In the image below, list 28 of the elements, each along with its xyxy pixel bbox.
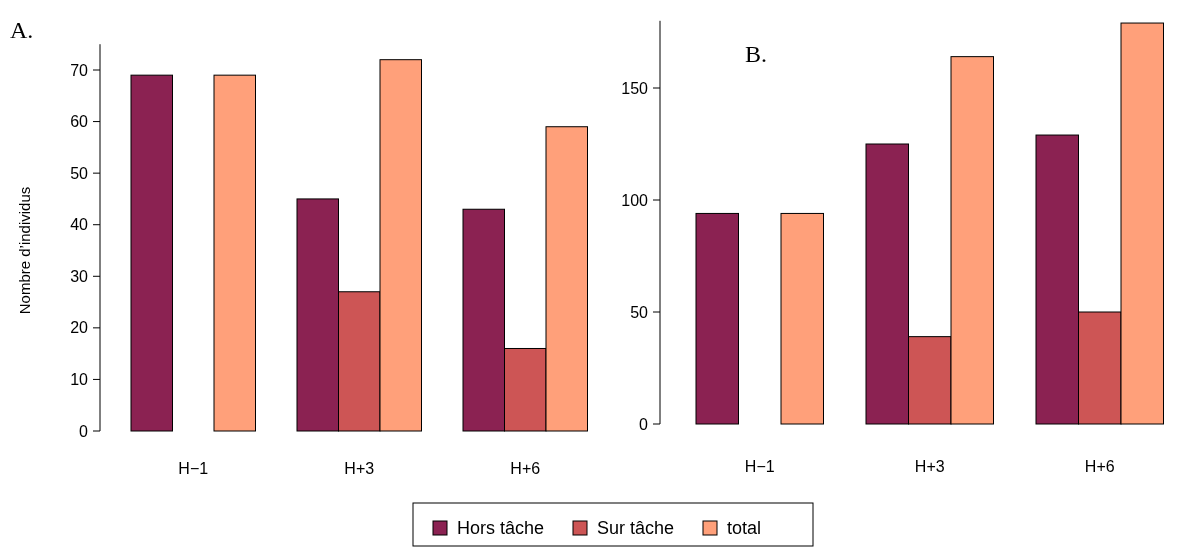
y-tick-label: 50 <box>70 164 89 182</box>
text: B. <box>745 41 768 67</box>
chart-title: A. <box>10 17 34 43</box>
y-tick-label: 30 <box>70 267 89 285</box>
x-tick-label: H+6 <box>510 460 541 477</box>
y-tick-label: 50 <box>630 303 649 321</box>
y-tick-label: 100 <box>621 191 649 209</box>
x-tick-label: H+3 <box>914 458 945 475</box>
bar <box>780 212 824 425</box>
x-tick-label: H−1 <box>744 458 775 475</box>
legend-label: total <box>727 518 762 539</box>
y-tick-label: 0 <box>639 415 649 433</box>
x-tick-label: H+6 <box>1084 458 1115 475</box>
bar <box>213 74 256 432</box>
x-tick-label: H−1 <box>178 460 209 477</box>
legend-label: Hors tâche <box>457 518 545 539</box>
bar <box>130 74 173 432</box>
y-axis-title: Nombre d’individus <box>16 186 33 315</box>
y-tick-label: 150 <box>621 79 649 97</box>
y-tick-label: 60 <box>70 113 89 131</box>
y-tick-label: 40 <box>70 216 89 234</box>
x-tick-label: H+3 <box>344 460 375 477</box>
y-tick-label: 70 <box>70 61 89 79</box>
y-tick-label: 20 <box>70 319 89 337</box>
legend-label: Sur tâche <box>597 518 675 539</box>
bar <box>695 212 739 425</box>
y-tick-label: 10 <box>70 371 89 389</box>
y-tick-label: 0 <box>79 422 89 440</box>
